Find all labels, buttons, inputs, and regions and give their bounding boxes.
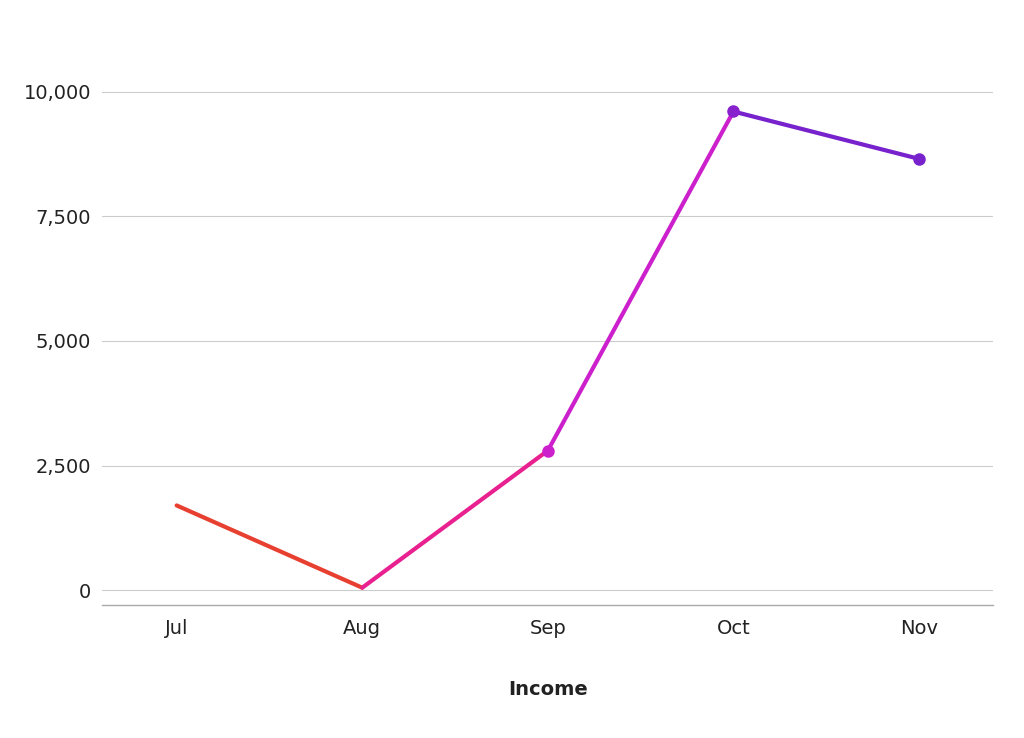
X-axis label: Income: Income [508, 680, 588, 699]
